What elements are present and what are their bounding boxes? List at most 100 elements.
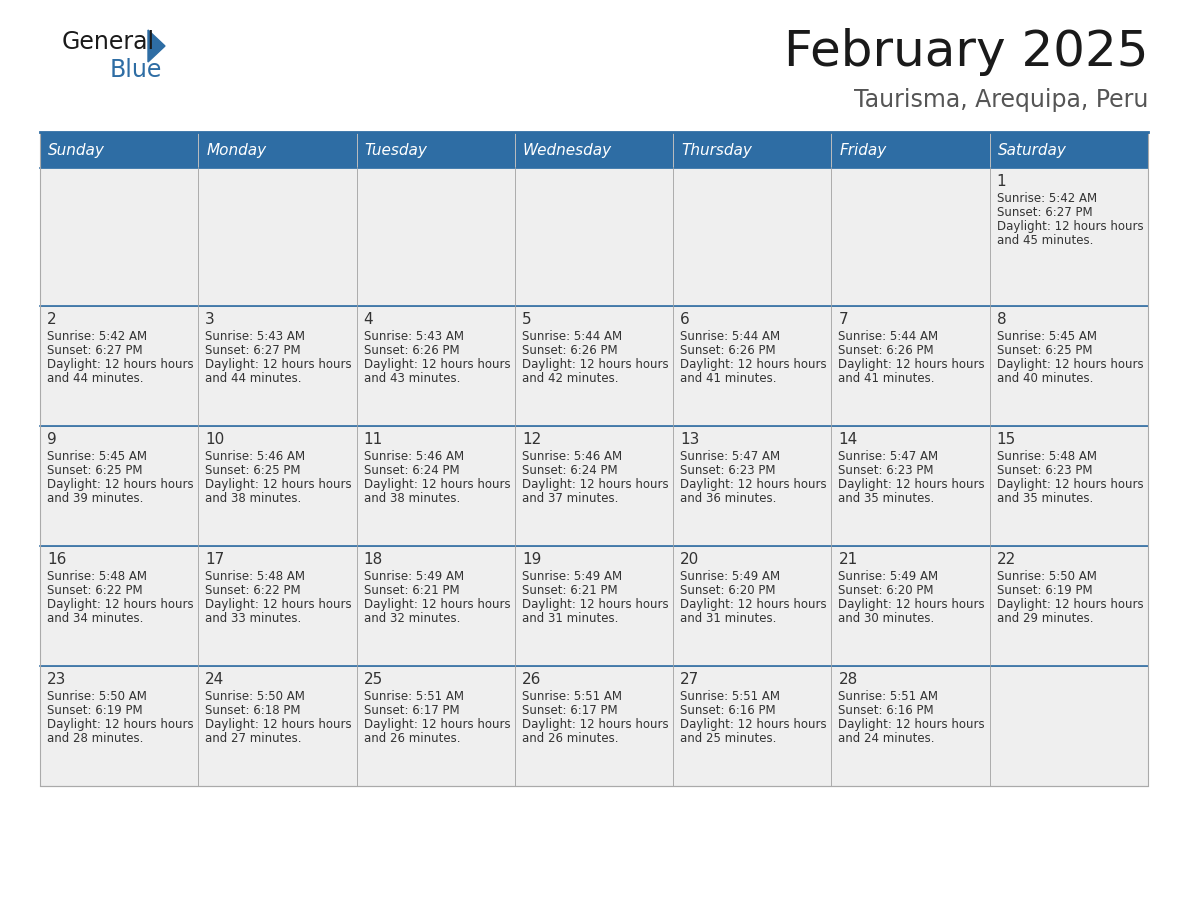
Bar [990, 168, 1148, 306]
Bar [356, 132, 514, 168]
Text: Sunrise: 5:51 AM: Sunrise: 5:51 AM [839, 690, 939, 703]
Text: Sunset: 6:21 PM: Sunset: 6:21 PM [522, 584, 618, 597]
Bar [40, 132, 1148, 786]
Bar [832, 132, 990, 168]
Text: Daylight: 12 hours hours: Daylight: 12 hours hours [364, 718, 510, 731]
Text: Sunset: 6:26 PM: Sunset: 6:26 PM [522, 344, 618, 357]
Text: Sunrise: 5:45 AM: Sunrise: 5:45 AM [997, 330, 1097, 343]
Text: Sunset: 6:27 PM: Sunset: 6:27 PM [48, 344, 143, 357]
Text: and 39 minutes.: and 39 minutes. [48, 492, 144, 505]
Text: Sunrise: 5:44 AM: Sunrise: 5:44 AM [839, 330, 939, 343]
Text: and 26 minutes.: and 26 minutes. [364, 732, 460, 745]
Bar [832, 168, 990, 306]
Text: Sunset: 6:24 PM: Sunset: 6:24 PM [364, 464, 460, 477]
Text: Saturday: Saturday [998, 142, 1067, 158]
Text: and 38 minutes.: and 38 minutes. [206, 492, 302, 505]
Text: 4: 4 [364, 312, 373, 327]
Text: and 38 minutes.: and 38 minutes. [364, 492, 460, 505]
Text: Sunrise: 5:49 AM: Sunrise: 5:49 AM [681, 570, 781, 583]
Text: Sunrise: 5:50 AM: Sunrise: 5:50 AM [997, 570, 1097, 583]
Text: Sunset: 6:26 PM: Sunset: 6:26 PM [681, 344, 776, 357]
Text: Sunrise: 5:50 AM: Sunrise: 5:50 AM [206, 690, 305, 703]
Text: Daylight: 12 hours hours: Daylight: 12 hours hours [206, 718, 352, 731]
Text: Sunrise: 5:48 AM: Sunrise: 5:48 AM [48, 570, 147, 583]
Text: Daylight: 12 hours hours: Daylight: 12 hours hours [48, 358, 194, 371]
Text: and 31 minutes.: and 31 minutes. [522, 612, 618, 625]
Text: 11: 11 [364, 432, 383, 447]
Text: 15: 15 [997, 432, 1016, 447]
Text: Sunset: 6:26 PM: Sunset: 6:26 PM [839, 344, 934, 357]
Bar [514, 666, 674, 786]
Text: Sunset: 6:25 PM: Sunset: 6:25 PM [997, 344, 1092, 357]
Text: 10: 10 [206, 432, 225, 447]
Text: Daylight: 12 hours hours: Daylight: 12 hours hours [997, 598, 1143, 611]
Bar [198, 306, 356, 426]
Text: and 37 minutes.: and 37 minutes. [522, 492, 618, 505]
Text: Daylight: 12 hours hours: Daylight: 12 hours hours [839, 718, 985, 731]
Text: Sunset: 6:23 PM: Sunset: 6:23 PM [997, 464, 1092, 477]
Text: 25: 25 [364, 672, 383, 687]
Text: and 34 minutes.: and 34 minutes. [48, 612, 144, 625]
Text: Blue: Blue [110, 58, 163, 82]
Text: Sunset: 6:19 PM: Sunset: 6:19 PM [48, 704, 143, 717]
Bar [832, 426, 990, 546]
Bar [40, 546, 198, 666]
Text: Daylight: 12 hours hours: Daylight: 12 hours hours [681, 478, 827, 491]
Bar [674, 546, 832, 666]
Text: Sunset: 6:18 PM: Sunset: 6:18 PM [206, 704, 301, 717]
Text: Daylight: 12 hours hours: Daylight: 12 hours hours [206, 478, 352, 491]
Text: Sunset: 6:26 PM: Sunset: 6:26 PM [364, 344, 460, 357]
Text: Sunset: 6:16 PM: Sunset: 6:16 PM [839, 704, 934, 717]
Text: Sunset: 6:25 PM: Sunset: 6:25 PM [48, 464, 143, 477]
Text: Sunday: Sunday [48, 142, 105, 158]
Text: and 35 minutes.: and 35 minutes. [839, 492, 935, 505]
Text: and 42 minutes.: and 42 minutes. [522, 372, 619, 385]
Text: Sunrise: 5:43 AM: Sunrise: 5:43 AM [206, 330, 305, 343]
Text: Sunrise: 5:44 AM: Sunrise: 5:44 AM [681, 330, 781, 343]
Text: and 45 minutes.: and 45 minutes. [997, 234, 1093, 247]
Text: Sunrise: 5:47 AM: Sunrise: 5:47 AM [681, 450, 781, 463]
Text: Sunrise: 5:51 AM: Sunrise: 5:51 AM [681, 690, 781, 703]
Text: Daylight: 12 hours hours: Daylight: 12 hours hours [48, 478, 194, 491]
Bar [356, 426, 514, 546]
Text: Sunrise: 5:51 AM: Sunrise: 5:51 AM [364, 690, 463, 703]
Bar [356, 168, 514, 306]
Bar [832, 546, 990, 666]
Text: Sunrise: 5:51 AM: Sunrise: 5:51 AM [522, 690, 621, 703]
Bar [674, 426, 832, 546]
Text: Sunset: 6:19 PM: Sunset: 6:19 PM [997, 584, 1092, 597]
Text: Daylight: 12 hours hours: Daylight: 12 hours hours [364, 598, 510, 611]
Text: Daylight: 12 hours hours: Daylight: 12 hours hours [522, 358, 669, 371]
Bar [40, 426, 198, 546]
Text: Sunset: 6:23 PM: Sunset: 6:23 PM [681, 464, 776, 477]
Bar [832, 306, 990, 426]
Text: Sunset: 6:20 PM: Sunset: 6:20 PM [681, 584, 776, 597]
Text: Daylight: 12 hours hours: Daylight: 12 hours hours [48, 718, 194, 731]
Text: Sunset: 6:21 PM: Sunset: 6:21 PM [364, 584, 460, 597]
Text: Thursday: Thursday [681, 142, 752, 158]
Text: Sunset: 6:27 PM: Sunset: 6:27 PM [206, 344, 301, 357]
Text: Sunrise: 5:49 AM: Sunrise: 5:49 AM [522, 570, 623, 583]
Bar [198, 426, 356, 546]
Text: and 28 minutes.: and 28 minutes. [48, 732, 144, 745]
Bar [514, 132, 674, 168]
Bar [514, 168, 674, 306]
Text: 2: 2 [48, 312, 57, 327]
Text: Sunset: 6:17 PM: Sunset: 6:17 PM [364, 704, 460, 717]
Text: Daylight: 12 hours hours: Daylight: 12 hours hours [522, 718, 669, 731]
Bar [356, 666, 514, 786]
Text: Sunrise: 5:49 AM: Sunrise: 5:49 AM [364, 570, 463, 583]
Bar [514, 426, 674, 546]
Text: Sunrise: 5:43 AM: Sunrise: 5:43 AM [364, 330, 463, 343]
Text: Daylight: 12 hours hours: Daylight: 12 hours hours [997, 358, 1143, 371]
Text: Sunset: 6:16 PM: Sunset: 6:16 PM [681, 704, 776, 717]
Text: Daylight: 12 hours hours: Daylight: 12 hours hours [997, 220, 1143, 233]
Text: Daylight: 12 hours hours: Daylight: 12 hours hours [206, 598, 352, 611]
Text: Sunrise: 5:42 AM: Sunrise: 5:42 AM [997, 192, 1097, 205]
Text: 19: 19 [522, 552, 542, 567]
Bar [40, 666, 198, 786]
Text: 20: 20 [681, 552, 700, 567]
Text: Daylight: 12 hours hours: Daylight: 12 hours hours [681, 358, 827, 371]
Text: Daylight: 12 hours hours: Daylight: 12 hours hours [839, 358, 985, 371]
Text: 9: 9 [48, 432, 57, 447]
